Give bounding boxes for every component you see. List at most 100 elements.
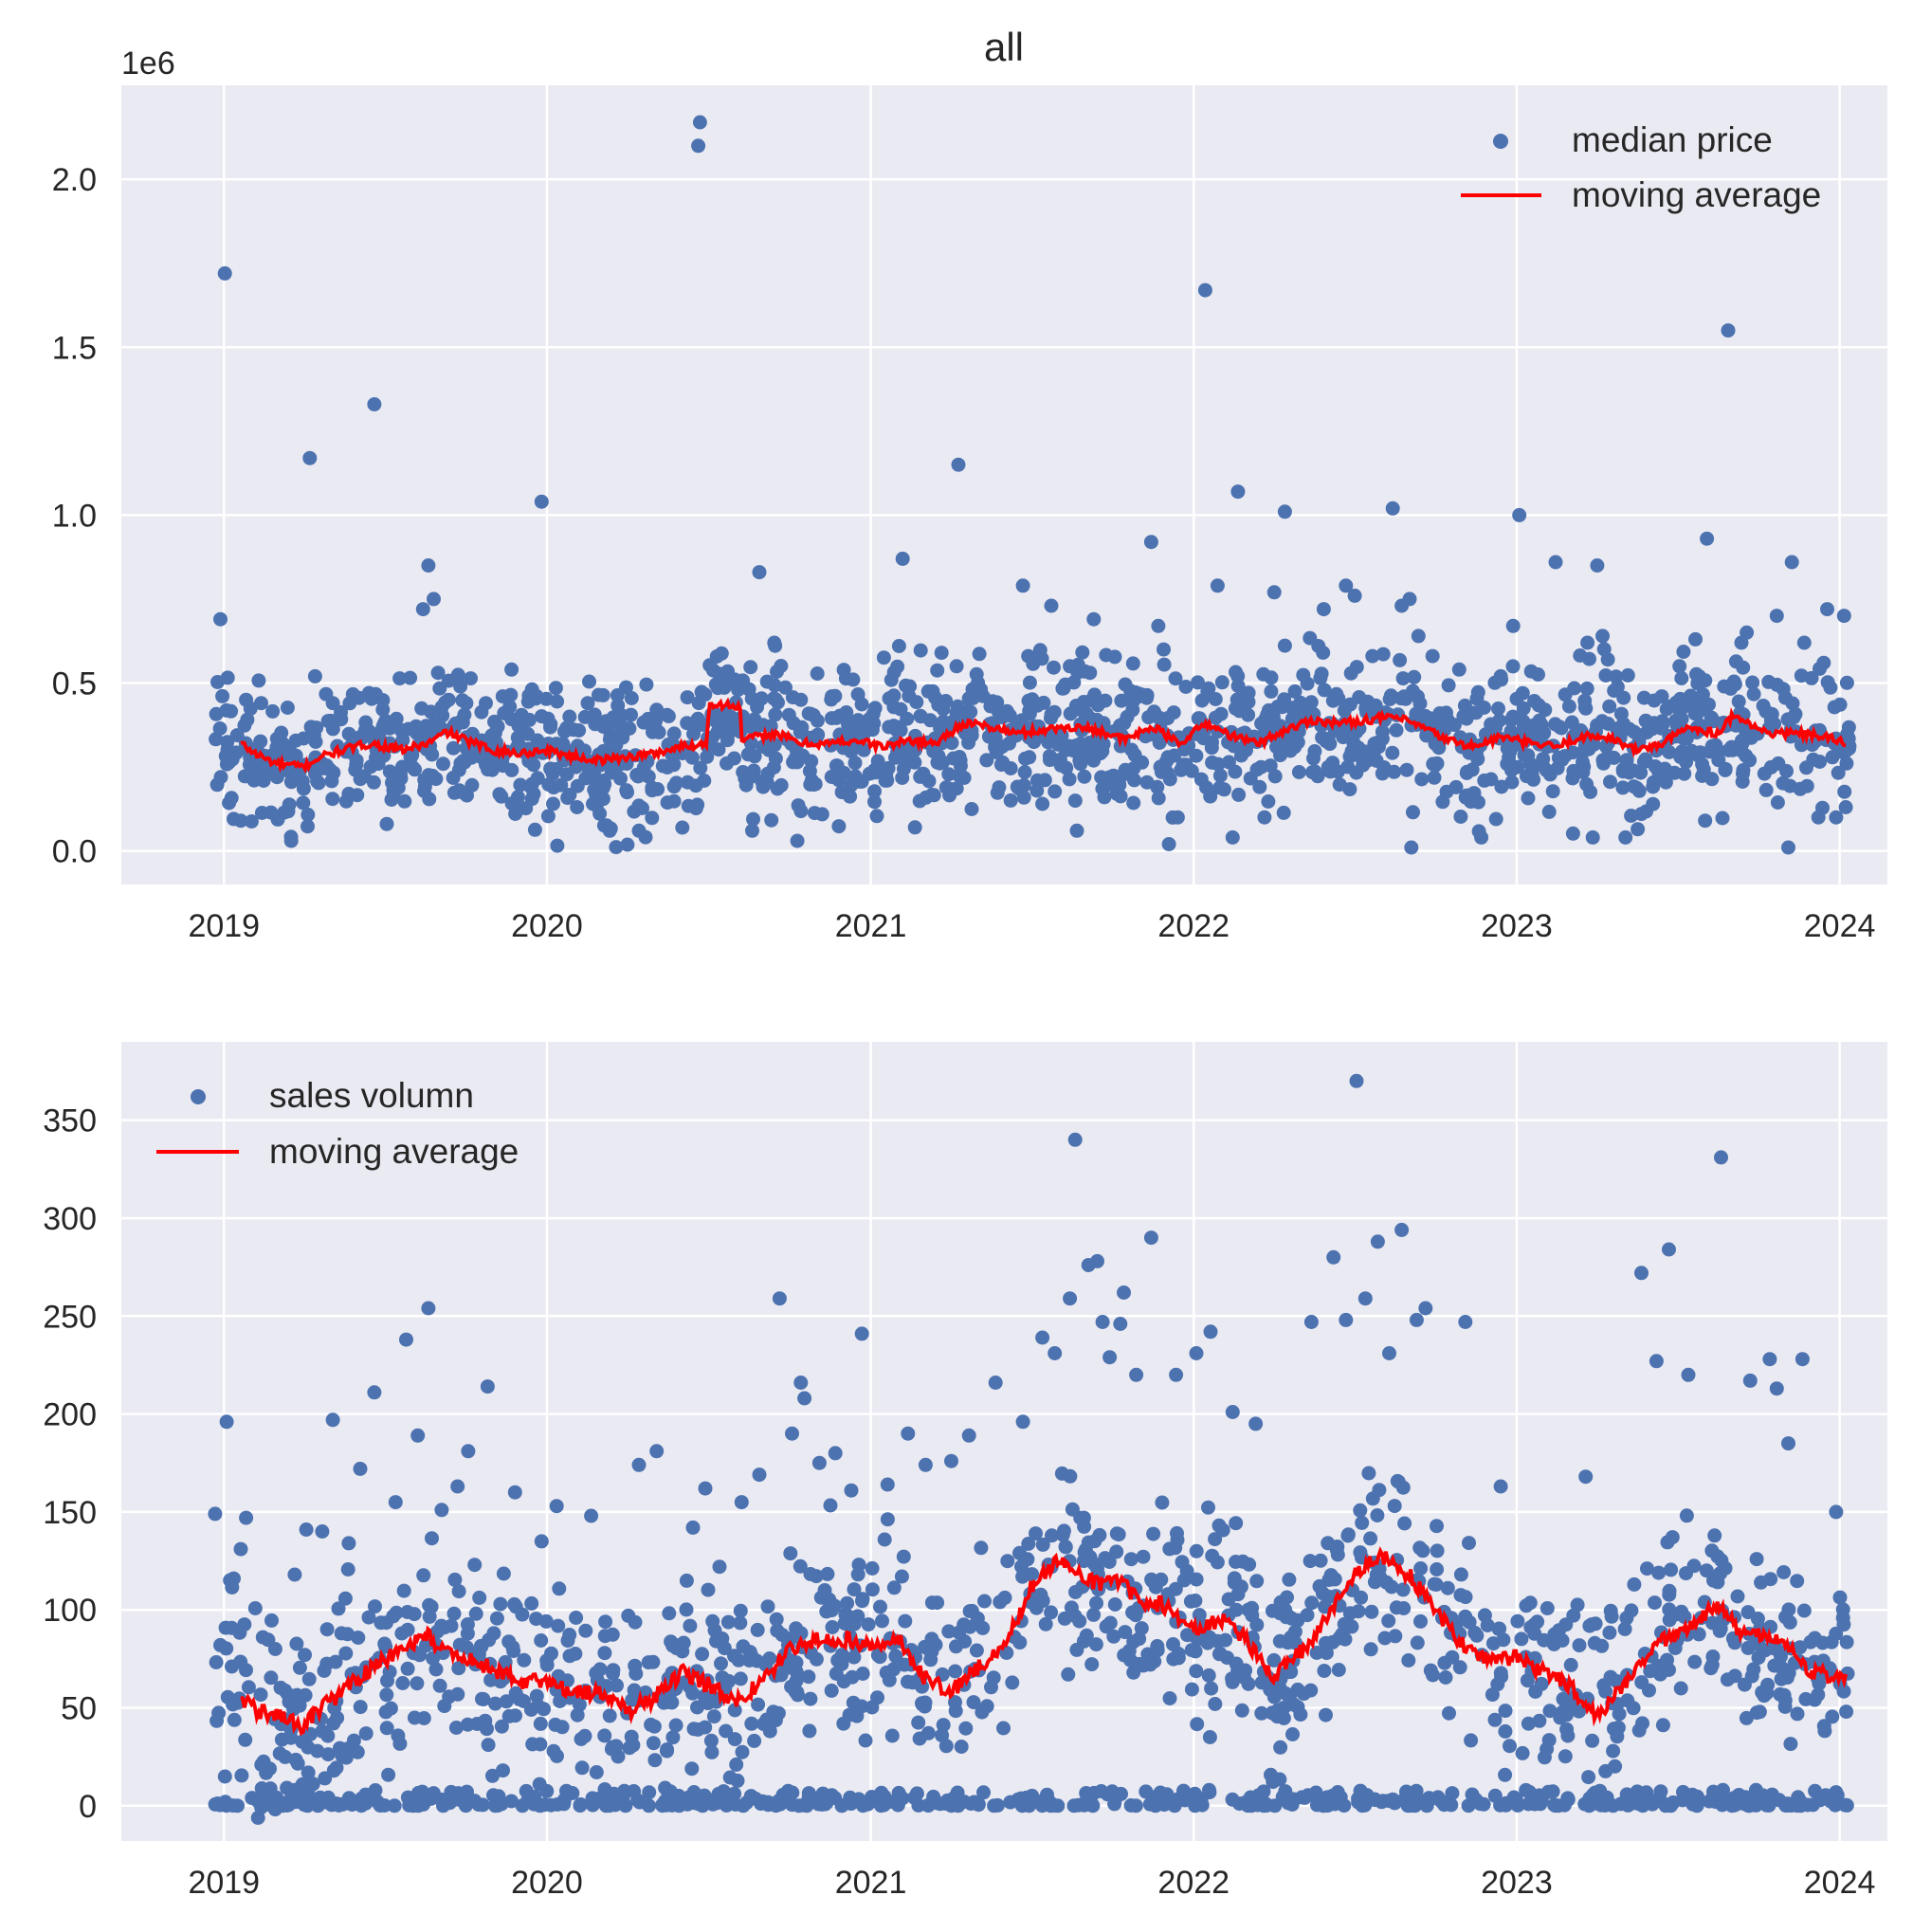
top-scatter-point [610, 698, 626, 713]
top-scatter-point [1794, 738, 1809, 753]
bottom-scatter-point [1087, 1534, 1102, 1549]
top-scatter-point [487, 725, 502, 740]
top-scatter-point [1725, 742, 1740, 757]
top-scatter-point [1524, 767, 1540, 782]
bottom-scatter-point [239, 1663, 253, 1678]
bottom-scatter-point [1276, 1711, 1291, 1725]
top-scatter-point [325, 696, 340, 711]
top-scatter-point [455, 693, 470, 708]
top-scatter-point [415, 602, 430, 617]
top-scatter-point [1277, 504, 1292, 519]
bottom-scatter-point [1391, 1474, 1406, 1489]
bottom-scatter-point [585, 1791, 600, 1806]
bottom-scatter-point [1063, 1291, 1078, 1306]
top-scatter-point [1515, 685, 1530, 701]
bottom-scatter-point [1145, 1574, 1159, 1589]
top-scatter-point [1044, 598, 1059, 613]
bottom-scatter-point [325, 1413, 340, 1428]
bottom-scatter-point [1781, 1436, 1795, 1451]
bottom-y-tick-label: 50 [61, 1691, 97, 1727]
top-scatter-point [341, 786, 356, 801]
bottom-scatter-point [608, 1797, 623, 1813]
top-scatter-point [1536, 752, 1551, 767]
bottom-scatter-point [1440, 1580, 1455, 1595]
top-scatter-point [1060, 739, 1075, 755]
top-scatter-point [675, 820, 690, 835]
top-scatter-point [1168, 671, 1183, 686]
bottom-scatter-point [515, 1798, 530, 1814]
top-scatter-point [1448, 779, 1464, 794]
bottom-scatter-point [318, 1771, 333, 1786]
bottom-scatter-point [1584, 1617, 1599, 1632]
top-scatter-point [1260, 707, 1275, 722]
top-scatter-point [1158, 755, 1174, 770]
top-scatter-point [1063, 706, 1078, 721]
top-scatter-point [521, 754, 537, 769]
top-scatter-point [1411, 629, 1426, 644]
bottom-scatter-point [286, 1702, 301, 1717]
top-scatter-point [1492, 713, 1507, 728]
top-scatter-point [1664, 699, 1679, 714]
top-scatter-point [1267, 769, 1283, 784]
top-scatter-point [895, 551, 910, 566]
top-scatter-point [1721, 323, 1736, 338]
top-scatter-point [1698, 813, 1713, 829]
bottom-scatter-point [1727, 1635, 1742, 1650]
bottom-scatter-point [1361, 1466, 1376, 1481]
bottom-scatter-point [1290, 1682, 1305, 1697]
bottom-scatter-point [241, 1680, 256, 1695]
bottom-scatter-point [1089, 1595, 1103, 1611]
bottom-scatter-point [948, 1695, 962, 1710]
bottom-scatter-point [210, 1713, 225, 1728]
top-scatter-point [743, 660, 758, 675]
top-scatter-point [854, 697, 869, 712]
top-scatter-point [1161, 837, 1176, 851]
bottom-scatter-point [218, 1620, 233, 1635]
top-scatter-point [562, 788, 577, 802]
top-scatter-point [1274, 700, 1289, 715]
top-scatter-point [219, 702, 234, 718]
top-scatter-point [934, 646, 949, 661]
bottom-scatter-point [865, 1582, 880, 1597]
bottom-scatter-point [979, 1699, 994, 1714]
bottom-scatter-point [876, 1797, 891, 1813]
bottom-scatter-point [1438, 1670, 1453, 1685]
bottom-scatter-point [1102, 1555, 1117, 1569]
bottom-scatter-point [527, 1789, 542, 1804]
bottom-scatter-point [706, 1709, 721, 1724]
bottom-scatter-point [1233, 1579, 1248, 1595]
bottom-scatter-point [421, 1301, 436, 1316]
bottom-scatter-point [1139, 1784, 1154, 1799]
top-scatter-point [1124, 742, 1139, 757]
top-scatter-point [1086, 611, 1102, 627]
bottom-scatter-point [1166, 1637, 1180, 1651]
top-scatter-point [768, 751, 783, 766]
top-scatter-point [1157, 642, 1171, 657]
bottom-scatter-point [750, 1622, 765, 1637]
top-scatter-point [529, 688, 544, 703]
top-scatter-point [1337, 703, 1352, 718]
top-scatter-point [1839, 675, 1854, 690]
bottom-scatter-point [1005, 1675, 1020, 1690]
top-scatter-point [702, 658, 718, 673]
top-scatter-point [1230, 679, 1246, 693]
bottom-scatter-point [219, 1414, 234, 1430]
bottom-scatter-point [1503, 1739, 1517, 1754]
bottom-scatter-point [759, 1712, 774, 1727]
top-scatter-point [1199, 780, 1213, 795]
bottom-scatter-point [984, 1680, 998, 1695]
bottom-x-tick-label: 2019 [188, 1865, 260, 1901]
bottom-scatter-point [1126, 1665, 1141, 1680]
top-scatter-point [550, 838, 565, 853]
bottom-scatter-point [1021, 1537, 1036, 1551]
top-scatter-point [385, 775, 399, 791]
bottom-scatter-point [353, 1461, 368, 1476]
bottom-scatter-point [1086, 1607, 1102, 1622]
top-scatter-point [645, 811, 660, 826]
top-scatter-point [301, 819, 315, 834]
bottom-scatter-point [1117, 1648, 1132, 1663]
bottom-scatter-point [508, 1599, 523, 1614]
bottom-scatter-point [1056, 1523, 1071, 1539]
bottom-scatter-point [1648, 1595, 1662, 1611]
bottom-scatter-point [1304, 1595, 1320, 1611]
